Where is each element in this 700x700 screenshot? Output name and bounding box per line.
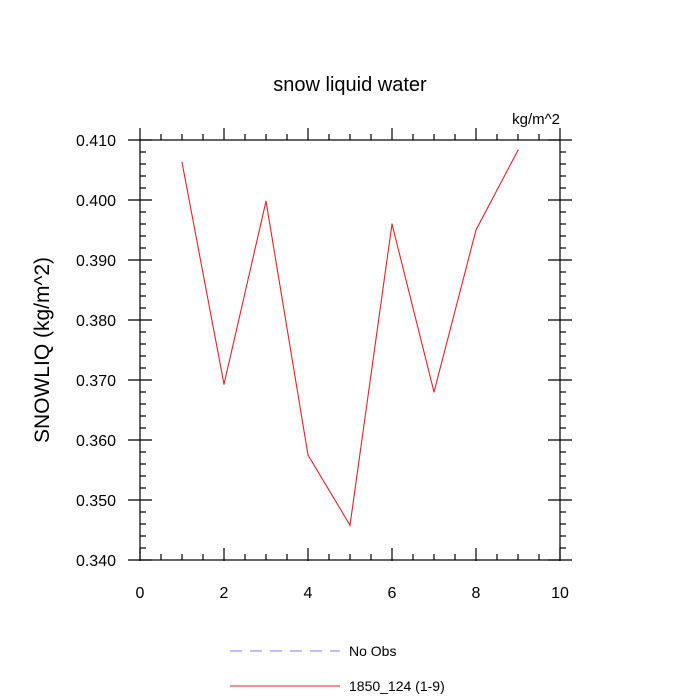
y-tick-label: 0.350 [76, 493, 116, 510]
y-axis-label: SNOWLIQ (kg/m^2) [31, 257, 54, 443]
series-layer [181, 149, 519, 527]
data-point [433, 391, 435, 393]
legend-label: No Obs [349, 643, 396, 659]
y-tick-label: 0.340 [76, 553, 116, 570]
data-point [223, 383, 225, 385]
x-tick-labels: 0 2 4 6 8 10 [136, 585, 569, 602]
x-tick-label: 8 [472, 585, 481, 602]
data-point [391, 223, 393, 225]
y-tick-label: 0.360 [76, 433, 116, 450]
legend-label: 1850_124 (1-9) [349, 678, 445, 694]
data-point [265, 200, 267, 202]
x-tick-label: 0 [136, 585, 145, 602]
x-tick-label: 2 [220, 585, 229, 602]
y-tick-labels: 0.340 0.350 0.360 0.370 0.380 0.390 0.400 0.410 [76, 133, 116, 570]
y-tick-label: 0.380 [76, 313, 116, 330]
data-point [181, 161, 183, 163]
y-tick-label: 0.400 [76, 193, 116, 210]
x-tick-label: 10 [551, 585, 569, 602]
x-tick-label: 4 [304, 585, 313, 602]
data-point [517, 149, 519, 151]
data-point [475, 229, 477, 231]
axis-ticks [128, 128, 572, 561]
y-tick-label: 0.390 [76, 253, 116, 270]
units-label: kg/m^2 [512, 111, 560, 128]
y-tick-label: 0.410 [76, 133, 116, 150]
y-tick-label: 0.370 [76, 373, 116, 390]
data-point [349, 524, 351, 526]
series-line-1 [181, 149, 519, 527]
plot-frame [139, 139, 561, 561]
legend: No Obs 1850_124 (1-9) [230, 643, 445, 694]
x-tick-label: 6 [388, 585, 397, 602]
data-point [307, 454, 309, 456]
chart-title: snow liquid water [273, 74, 427, 96]
